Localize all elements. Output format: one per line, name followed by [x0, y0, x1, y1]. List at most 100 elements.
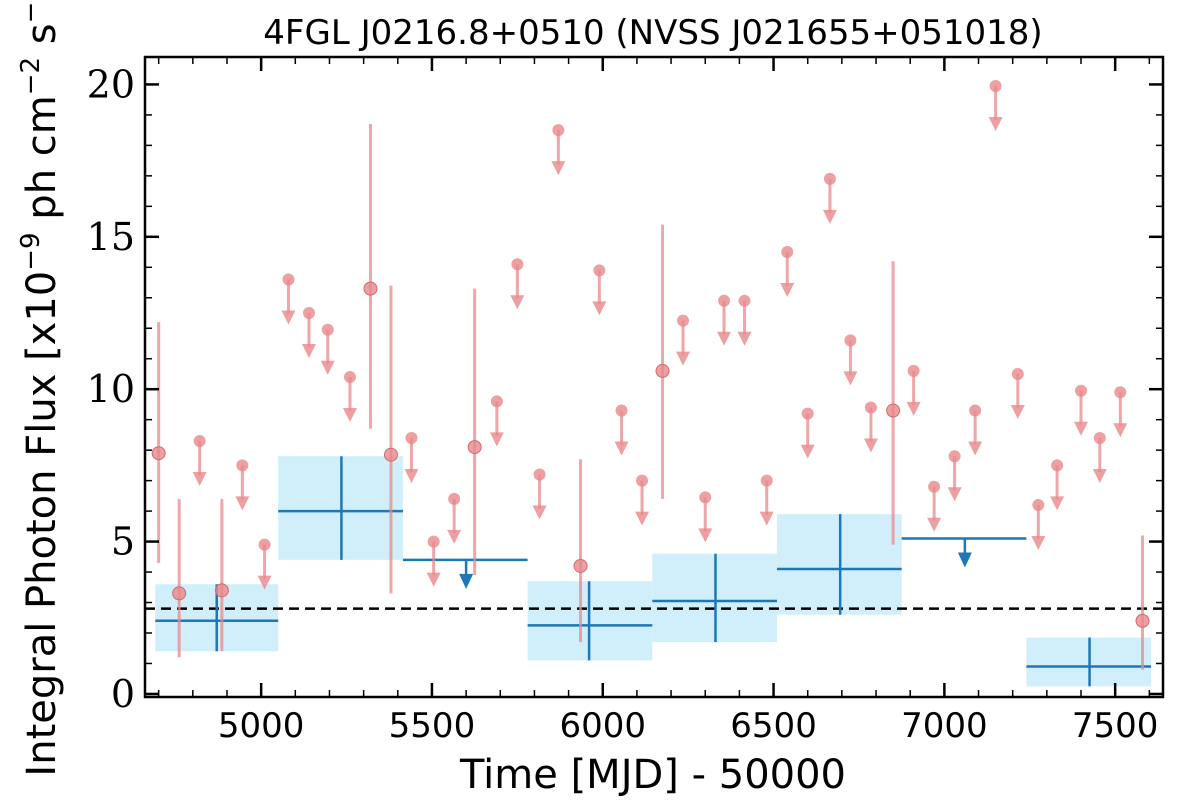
x-tick-label-1: 5500 — [389, 706, 476, 746]
upper-limit-marker-34 — [1051, 459, 1064, 472]
upper-limit-marker-19 — [718, 294, 731, 307]
upper-limit-arrow-16 — [635, 511, 650, 526]
upper-limit-marker-10 — [490, 395, 503, 408]
upper-limit-marker-32 — [1011, 367, 1024, 380]
upper-limit-marker-17 — [677, 314, 690, 327]
upper-limit-marker-11 — [511, 258, 524, 271]
upper-limit-marker-20 — [738, 294, 751, 307]
bin-ul-arrow-0 — [459, 573, 474, 589]
upper-limit-arrow-23 — [800, 444, 815, 459]
detection-point-1 — [172, 586, 187, 601]
y-tick-label-4: 20 — [87, 62, 135, 106]
upper-limit-arrow-13 — [551, 161, 566, 176]
y-tick-label-2: 10 — [87, 367, 135, 411]
upper-limit-arrow-19 — [717, 331, 732, 346]
upper-limit-arrow-4 — [301, 344, 316, 358]
upper-limit-marker-21 — [760, 474, 773, 487]
detection-point-7 — [655, 363, 670, 378]
upper-limit-marker-6 — [343, 371, 356, 383]
upper-limit-arrow-37 — [1113, 423, 1128, 438]
y-tick-label-3: 15 — [87, 215, 135, 259]
upper-limit-arrow-1 — [235, 496, 250, 511]
detection-point-9 — [1135, 613, 1150, 628]
upper-limit-marker-18 — [699, 491, 712, 504]
upper-limit-marker-30 — [969, 404, 982, 417]
upper-limit-marker-37 — [1114, 386, 1127, 399]
detection-point-4 — [383, 447, 398, 462]
upper-limit-marker-26 — [864, 401, 877, 414]
upper-limit-marker-16 — [636, 474, 649, 487]
upper-limit-arrow-15 — [614, 441, 629, 456]
detection-point-2 — [214, 583, 229, 598]
upper-limit-arrow-2 — [257, 575, 272, 590]
x-axis-label: Time [MJD] - 50000 — [459, 752, 846, 798]
upper-limit-arrow-24 — [822, 209, 837, 224]
upper-limit-marker-15 — [615, 404, 628, 417]
x-tick-label-3: 6500 — [730, 706, 817, 746]
upper-limit-arrow-25 — [843, 371, 858, 386]
upper-limit-arrow-10 — [489, 432, 504, 447]
upper-limit-arrow-18 — [698, 528, 713, 543]
upper-limit-marker-27 — [907, 364, 920, 377]
detection-point-6 — [573, 558, 588, 573]
upper-limit-marker-9 — [448, 492, 461, 505]
upper-limit-marker-13 — [552, 124, 565, 137]
upper-limit-marker-22 — [781, 246, 794, 259]
upper-limit-marker-36 — [1093, 431, 1106, 444]
detection-point-8 — [886, 403, 901, 418]
upper-limit-arrow-27 — [906, 401, 921, 416]
upper-limit-arrow-34 — [1050, 496, 1065, 511]
axes: 5000 5500 6000 6500 7000 7500 0 5 10 15 20 — [87, 55, 1165, 746]
x-tick-label-5: 7500 — [1072, 706, 1159, 746]
upper-limit-marker-5 — [321, 323, 334, 336]
upper-limit-marker-7 — [405, 431, 418, 444]
detection-point-0 — [151, 446, 166, 461]
x-tick-label-4: 7000 — [901, 706, 988, 746]
upper-limit-marker-0 — [193, 435, 206, 447]
upper-limit-marker-12 — [533, 468, 546, 481]
upper-limit-marker-28 — [928, 480, 941, 493]
x-tick-label-0: 5000 — [218, 706, 305, 746]
upper-limit-arrow-5 — [320, 360, 335, 375]
upper-limit-marker-35 — [1075, 384, 1088, 397]
upper-limit-marker-24 — [823, 172, 836, 185]
upper-limit-arrow-26 — [863, 438, 878, 453]
detection-point-3 — [363, 281, 378, 296]
upper-limit-arrow-33 — [1031, 536, 1046, 550]
upper-limit-arrow-22 — [780, 283, 795, 298]
upper-limit-marker-14 — [593, 264, 606, 277]
upper-limit-marker-23 — [801, 407, 814, 420]
y-tick-label-1: 5 — [111, 520, 135, 564]
upper-limit-marker-2 — [258, 538, 271, 551]
chart-title: 4FGL J0216.8+0510 (NVSS J021655+051018) — [263, 13, 1042, 53]
x-tick-label-2: 6000 — [559, 706, 646, 746]
upper-limit-arrow-12 — [532, 505, 547, 520]
upper-limit-arrow-11 — [510, 295, 525, 310]
upper-limit-marker-33 — [1032, 499, 1045, 511]
upper-limit-marker-25 — [844, 334, 857, 347]
upper-limit-arrow-36 — [1092, 468, 1107, 483]
upper-limit-arrow-31 — [988, 116, 1003, 131]
upper-limit-arrow-35 — [1074, 421, 1089, 436]
upper-limit-arrow-14 — [592, 301, 607, 316]
upper-limit-arrow-29 — [947, 487, 962, 502]
upper-limit-arrow-28 — [927, 517, 942, 532]
plot-frame — [143, 55, 1165, 699]
plot-area — [145, 79, 1163, 687]
upper-limit-arrow-32 — [1010, 404, 1025, 419]
upper-limit-marker-4 — [302, 307, 315, 319]
upper-limit-marker-3 — [282, 273, 295, 286]
upper-limit-arrow-21 — [759, 511, 774, 526]
upper-limit-arrow-30 — [968, 441, 983, 456]
upper-limit-marker-29 — [948, 450, 961, 463]
upper-limit-arrow-20 — [737, 331, 752, 346]
upper-limit-arrow-17 — [676, 351, 691, 366]
upper-limit-arrow-0 — [192, 472, 207, 486]
upper-limit-marker-31 — [989, 79, 1002, 92]
upper-limit-arrow-6 — [342, 408, 357, 422]
y-tick-label-0: 0 — [111, 672, 135, 716]
upper-limit-marker-8 — [427, 535, 440, 548]
upper-limit-marker-1 — [236, 459, 249, 472]
upper-limit-arrow-8 — [426, 572, 441, 587]
